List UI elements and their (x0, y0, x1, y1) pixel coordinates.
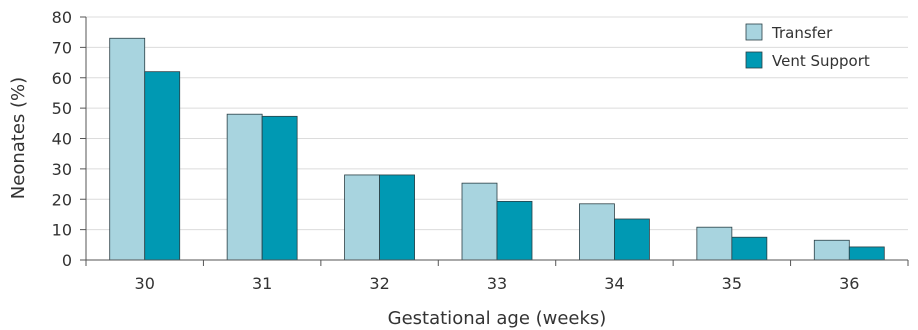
legend-label: Transfer (771, 24, 833, 42)
y-tick-label: 50 (52, 99, 72, 118)
bar-transfer-34 (579, 203, 615, 261)
bar-transfer-35 (696, 226, 733, 261)
legend-swatch-transfer (745, 23, 763, 41)
bar-transfer-30 (109, 37, 146, 261)
bar-vent-support-31 (261, 115, 298, 261)
bar-vent-support-33 (496, 200, 533, 261)
x-tick-label: 31 (252, 274, 272, 293)
x-tick-label: 30 (135, 274, 155, 293)
x-tick-labels: 30 31 32 33 34 35 36 (135, 274, 860, 293)
y-tick-label: 30 (52, 160, 72, 179)
legend-swatch-vent-support (745, 51, 763, 69)
x-axis-title: Gestational age (weeks) (388, 308, 607, 329)
y-tick-labels: 0 10 20 30 40 50 60 70 80 (52, 8, 72, 270)
bar-vent-support-30 (144, 71, 181, 261)
axes (80, 16, 909, 266)
y-axis-title: Neonates (%) (8, 77, 29, 199)
legend: Transfer Vent Support (745, 23, 870, 70)
x-tick-label: 34 (604, 274, 624, 293)
bar-transfer-31 (226, 113, 263, 261)
y-tick-label: 80 (52, 8, 72, 27)
x-tick-label: 33 (487, 274, 507, 293)
y-tick-label: 70 (52, 38, 72, 57)
bar-vent-support-34 (614, 218, 650, 261)
y-tick-label: 10 (52, 221, 72, 240)
bar-vent-support-32 (379, 174, 415, 261)
bar-transfer-32 (344, 174, 380, 261)
bar-vent-support-36 (848, 246, 885, 261)
bar-vent-support-35 (731, 236, 768, 261)
y-tick-label: 60 (52, 69, 72, 88)
x-tick-label: 35 (722, 274, 742, 293)
y-tick-label: 40 (52, 130, 72, 149)
bar-transfer-36 (813, 239, 850, 261)
x-tick-label: 36 (839, 274, 859, 293)
bars (109, 37, 885, 261)
legend-label: Vent Support (772, 52, 870, 70)
x-tick-label: 32 (369, 274, 389, 293)
y-tick-label: 0 (62, 251, 72, 270)
bar-transfer-33 (461, 182, 498, 261)
y-tick-label: 20 (52, 190, 72, 209)
gridlines (86, 16, 908, 231)
